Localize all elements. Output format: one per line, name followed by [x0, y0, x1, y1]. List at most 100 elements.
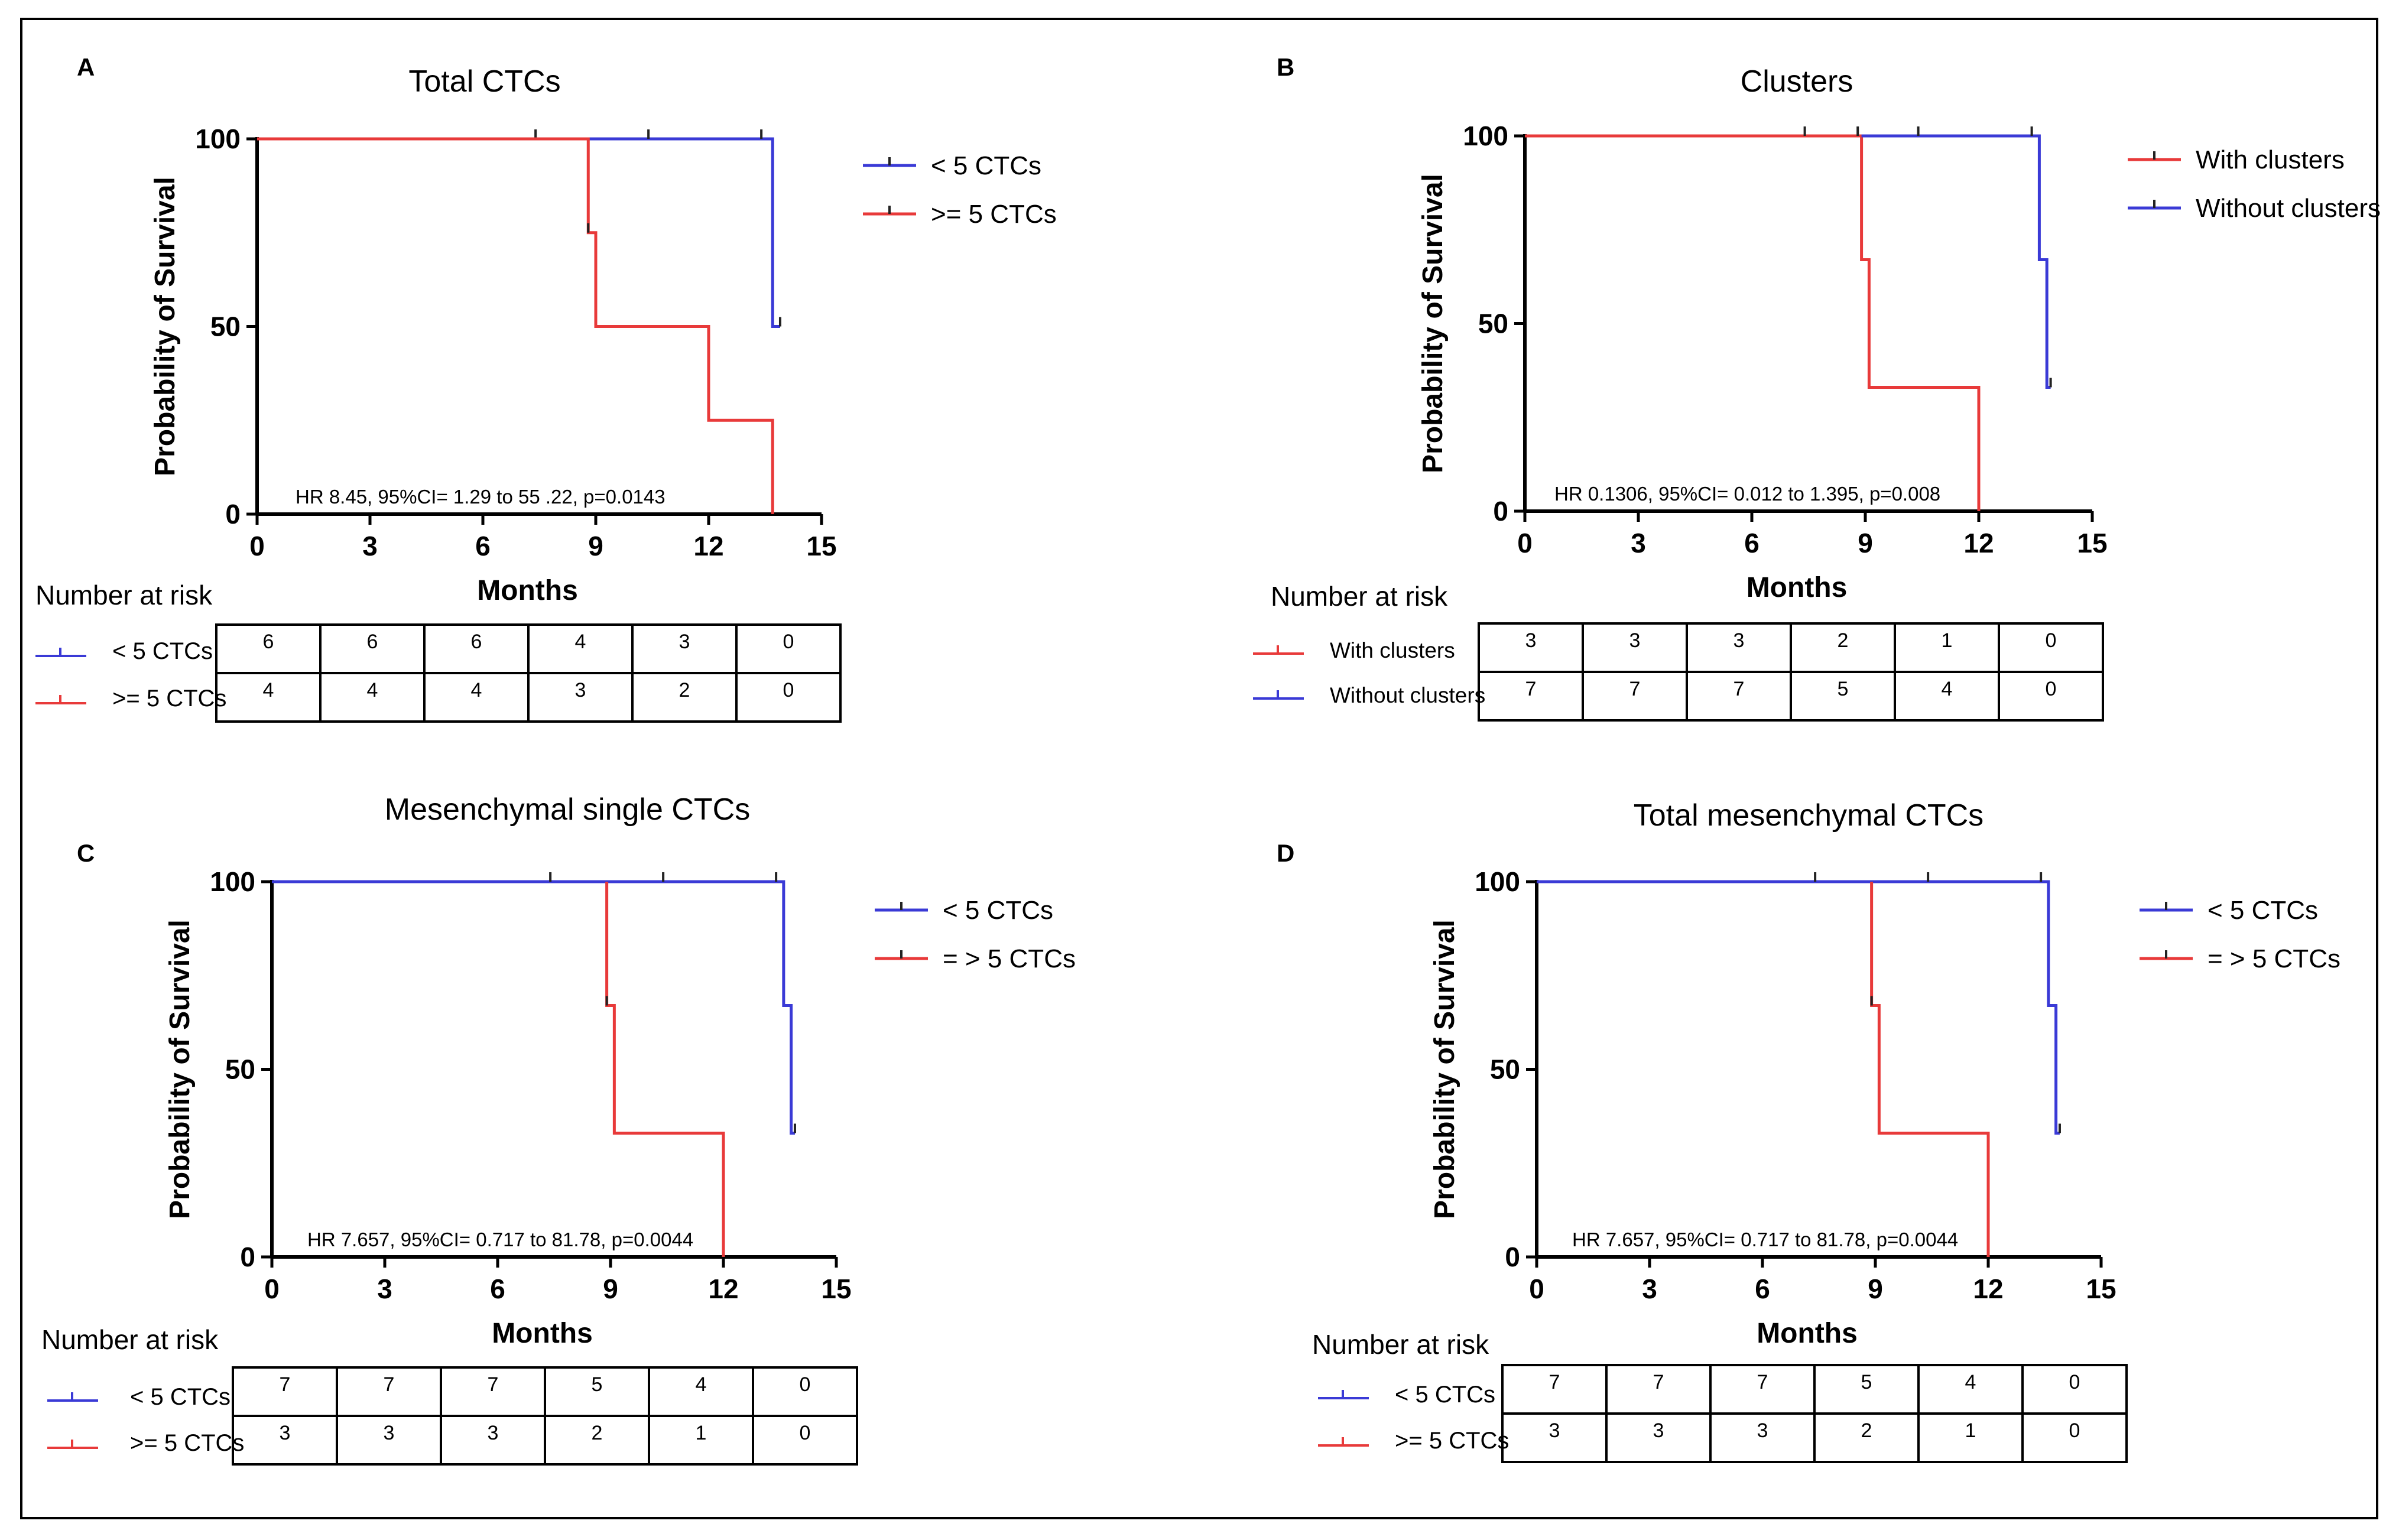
risk-cell: 7 — [1605, 1364, 1712, 1415]
risk-row-label: >= 5 CTCs — [1395, 1428, 1509, 1454]
risk-cell: 0 — [1998, 671, 2104, 722]
x-tick-label: 6 — [475, 531, 491, 561]
legend-label: = > 5 CTCs — [2208, 944, 2340, 973]
hazard-ratio-annotation: HR 7.657, 95%CI= 0.717 to 81.78, p=0.004… — [307, 1229, 693, 1250]
risk-cell: 0 — [2021, 1364, 2128, 1415]
y-tick-label: 0 — [240, 1242, 255, 1272]
risk-row: 6 6 6 4 3 0 — [215, 623, 842, 674]
risk-cell: 7 — [1501, 1364, 1608, 1415]
chart-title: Total mesenchymal CTCs — [1633, 798, 1984, 833]
panel-letter: A — [77, 53, 95, 81]
panel-a: A Total CTCs 0 3 6 9 12 15 0 50 100 Months Probabi… — [24, 24, 1206, 762]
risk-cell: 7 — [336, 1366, 442, 1417]
risk-row-marker — [1253, 690, 1304, 700]
series-line — [257, 137, 780, 328]
risk-cell: 4 — [1917, 1364, 2024, 1415]
series-line — [1525, 134, 1981, 511]
risk-cell: 3 — [1709, 1412, 1816, 1463]
x-tick-label: 3 — [377, 1273, 392, 1304]
risk-cell: 5 — [1790, 671, 1896, 722]
x-tick-label: 12 — [693, 531, 723, 561]
survival-plot: 0 3 6 9 12 15 0 50 100 Months Probability of Survi… — [164, 866, 1076, 1349]
series-line — [257, 137, 774, 514]
y-tick-label: 50 — [1490, 1054, 1520, 1085]
x-tick-label: 3 — [362, 531, 378, 561]
risk-cell: 7 — [232, 1366, 338, 1417]
chart-title: Mesenchymal single CTCs — [384, 792, 751, 827]
risk-cell: 2 — [544, 1415, 650, 1466]
legend-label: Without clusters — [2196, 194, 2381, 223]
x-axis-title: Months — [477, 575, 578, 606]
risk-row: 3 3 3 2 1 0 — [1501, 1412, 2128, 1463]
risk-row-marker — [35, 648, 86, 657]
risk-cell: 5 — [544, 1366, 650, 1417]
y-axis-title: Probability of Survival — [164, 920, 196, 1219]
risk-row: 7 7 7 5 4 0 — [1501, 1364, 2128, 1415]
risk-cell: 6 — [215, 623, 322, 674]
y-tick-label: 0 — [225, 499, 241, 529]
y-axis-title: Probability of Survival — [1429, 920, 1460, 1219]
x-tick-label: 15 — [2077, 528, 2107, 558]
risk-row-label: >= 5 CTCs — [130, 1430, 245, 1456]
risk-row-label: < 5 CTCs — [1395, 1382, 1496, 1408]
risk-cell: 0 — [735, 672, 842, 723]
risk-cell: 0 — [735, 623, 842, 674]
risk-cell: 4 — [527, 623, 634, 674]
risk-cell: 3 — [336, 1415, 442, 1466]
risk-cell: 1 — [1894, 622, 2000, 673]
risk-cell: 7 — [1582, 671, 1688, 722]
x-tick-label: 9 — [1858, 528, 1873, 558]
series-line — [1537, 880, 2060, 1135]
risk-row: 3 3 3 2 1 0 — [1478, 622, 2104, 673]
x-tick-label: 6 — [490, 1273, 505, 1304]
risk-cell: 3 — [1582, 622, 1688, 673]
y-tick-label: 100 — [1475, 866, 1520, 897]
chart-title: Total CTCs — [408, 64, 561, 99]
hazard-ratio-annotation: HR 8.45, 95%CI= 1.29 to 55 .22, p=0.0143 — [296, 486, 666, 508]
risk-cell: 4 — [648, 1366, 754, 1417]
x-tick-label: 6 — [1744, 528, 1760, 558]
risk-cell: 3 — [631, 623, 738, 674]
series-line — [1870, 882, 1990, 1257]
chart-title: Clusters — [1740, 64, 1853, 99]
panel-letter: C — [77, 839, 95, 867]
risk-cell: 3 — [232, 1415, 338, 1466]
series-line — [272, 880, 795, 1135]
risk-row-label: < 5 CTCs — [112, 638, 213, 664]
x-tick-label: 12 — [1963, 528, 1994, 558]
risk-cell: 6 — [423, 623, 530, 674]
risk-row-marker — [35, 695, 86, 704]
risk-cell: 7 — [1686, 671, 1792, 722]
y-tick-label: 50 — [210, 311, 241, 342]
risk-row-marker — [47, 1440, 98, 1449]
x-tick-label: 12 — [1973, 1273, 2003, 1304]
y-tick-label: 50 — [1478, 308, 1508, 339]
risk-row-marker — [47, 1392, 98, 1402]
risk-cell: 2 — [631, 672, 738, 723]
risk-table: 7 7 7 5 4 0 3 3 3 2 1 0 — [1501, 1364, 2128, 1463]
x-tick-label: 0 — [249, 531, 265, 561]
x-tick-label: 9 — [1868, 1273, 1883, 1304]
legend-label: < 5 CTCs — [943, 896, 1053, 925]
series-line — [605, 882, 725, 1257]
risk-row: 3 3 3 2 1 0 — [232, 1415, 858, 1466]
risk-cell: 6 — [319, 623, 426, 674]
legend-label: >= 5 CTCs — [931, 200, 1057, 229]
x-tick-label: 0 — [264, 1273, 280, 1304]
x-tick-label: 15 — [821, 1273, 851, 1304]
legend-label: With clusters — [2196, 145, 2345, 174]
risk-cell: 7 — [1478, 671, 1584, 722]
x-tick-label: 0 — [1529, 1273, 1544, 1304]
risk-table-label: Number at risk — [35, 580, 213, 610]
risk-cell: 3 — [527, 672, 634, 723]
risk-cell: 4 — [319, 672, 426, 723]
hazard-ratio-annotation: HR 7.657, 95%CI= 0.717 to 81.78, p=0.004… — [1572, 1229, 1958, 1250]
risk-cell: 0 — [2021, 1412, 2128, 1463]
risk-row-marker — [1318, 1437, 1369, 1447]
risk-table: 6 6 6 4 3 0 4 4 4 3 2 0 — [215, 623, 842, 723]
risk-cell: 3 — [1686, 622, 1792, 673]
risk-table-label: Number at risk — [1271, 581, 1448, 612]
risk-row-marker — [1253, 645, 1304, 655]
risk-cell: 2 — [1813, 1412, 1920, 1463]
legend-label: = > 5 CTCs — [943, 944, 1076, 973]
